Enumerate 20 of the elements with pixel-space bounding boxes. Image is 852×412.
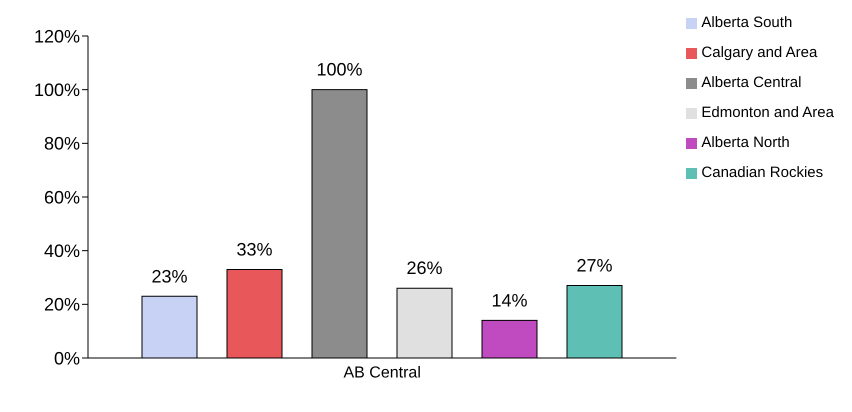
y-tick-label: 100% [34,80,80,100]
data-label: 100% [316,60,363,80]
y-tick-label: 120% [34,26,80,46]
legend-label: Canadian Rockies [701,164,824,181]
legend-label: Alberta North [701,134,790,151]
legend-label: Alberta Central [701,74,802,91]
y-tick-label: 60% [44,187,80,208]
data-label: 26% [406,258,443,278]
y-tick-label: 80% [44,134,80,154]
data-label: 33% [236,239,273,260]
legend-label: Alberta South [701,14,792,31]
y-tick-label: 40% [44,241,80,262]
data-label: 14% [491,290,528,310]
data-label: 27% [576,256,613,276]
data-label: 23% [151,266,188,286]
y-tick-label: 20% [44,294,80,315]
legend-label: Edmonton and Area [701,104,834,121]
x-tick-label: AB Central [344,364,421,382]
y-tick-label: 0% [54,348,80,368]
legend-label: Calgary and Area [701,44,818,61]
